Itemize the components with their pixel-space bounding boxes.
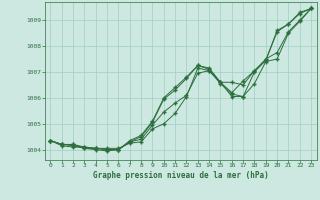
X-axis label: Graphe pression niveau de la mer (hPa): Graphe pression niveau de la mer (hPa): [93, 171, 269, 180]
